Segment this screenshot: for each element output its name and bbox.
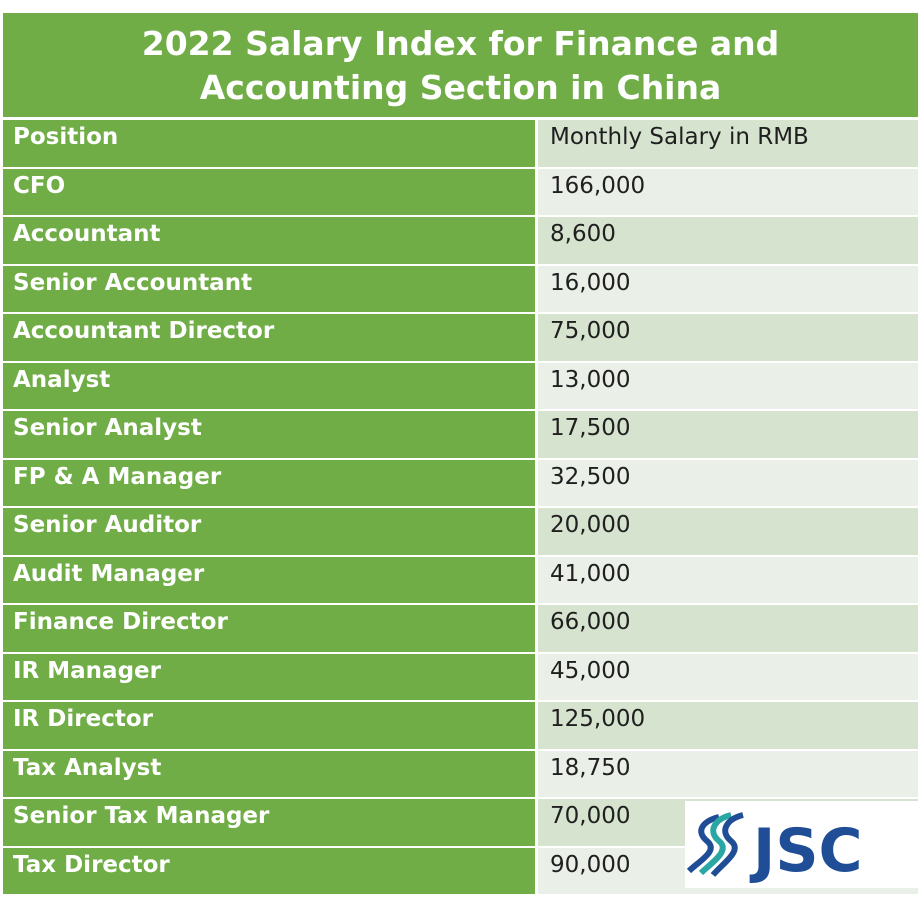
position-cell: Accountant Director	[3, 314, 535, 361]
salary-cell: 75,000	[538, 314, 918, 361]
position-cell: Senior Accountant	[3, 265, 535, 312]
table-row: Accountant Director 75,000	[3, 314, 918, 361]
salary-cell: 17,500	[538, 411, 918, 458]
salary-cell: 13,000	[538, 362, 918, 409]
table-row: IR Manager 45,000	[3, 653, 918, 700]
table-row: Accountant 8,600	[3, 217, 918, 264]
table-header-row: Position Monthly Salary in RMB	[3, 120, 918, 167]
salary-table: Position Monthly Salary in RMB CFO 166,0…	[3, 120, 918, 896]
header-position: Position	[3, 120, 535, 167]
table-row: IR Director 125,000	[3, 702, 918, 749]
salary-cell: 125,000	[538, 702, 918, 749]
position-cell: Senior Analyst	[3, 411, 535, 458]
salary-cell: 166,000	[538, 168, 918, 215]
table-row: Senior Auditor 20,000	[3, 508, 918, 555]
salary-cell: 8,600	[538, 217, 918, 264]
header-salary: Monthly Salary in RMB	[538, 120, 918, 167]
page-title: 2022 Salary Index for Finance and Accoun…	[3, 13, 918, 117]
table-row: Senior Analyst 17,500	[3, 411, 918, 458]
position-cell: Audit Manager	[3, 556, 535, 603]
position-cell: Tax Director	[3, 847, 535, 894]
salary-cell: 18,750	[538, 750, 918, 797]
salary-table-frame: 2022 Salary Index for Finance and Accoun…	[3, 13, 918, 896]
position-cell: CFO	[3, 168, 535, 215]
position-cell: Senior Auditor	[3, 508, 535, 555]
salary-cell: 16,000	[538, 265, 918, 312]
position-cell: FP & A Manager	[3, 459, 535, 506]
table-row: Senior Accountant 16,000	[3, 265, 918, 312]
position-cell: Analyst	[3, 362, 535, 409]
table-row: Tax Analyst 18,750	[3, 750, 918, 797]
salary-cell: 20,000	[538, 508, 918, 555]
salary-cell: 45,000	[538, 653, 918, 700]
jsc-swirl-logo-icon: JSC	[686, 812, 863, 886]
salary-cell: 66,000	[538, 605, 918, 652]
table-row: Audit Manager 41,000	[3, 556, 918, 603]
position-cell: IR Manager	[3, 653, 535, 700]
position-cell: IR Director	[3, 702, 535, 749]
position-cell: Tax Analyst	[3, 750, 535, 797]
logo-text: JSC	[749, 816, 863, 886]
jsc-logo: JSC	[685, 801, 918, 888]
position-cell: Accountant	[3, 217, 535, 264]
table-row: Analyst 13,000	[3, 362, 918, 409]
table-row: FP & A Manager 32,500	[3, 459, 918, 506]
table-row: CFO 166,000	[3, 168, 918, 215]
position-cell: Finance Director	[3, 605, 535, 652]
position-cell: Senior Tax Manager	[3, 799, 535, 846]
salary-cell: 32,500	[538, 459, 918, 506]
table-row: Finance Director 66,000	[3, 605, 918, 652]
salary-cell: 41,000	[538, 556, 918, 603]
